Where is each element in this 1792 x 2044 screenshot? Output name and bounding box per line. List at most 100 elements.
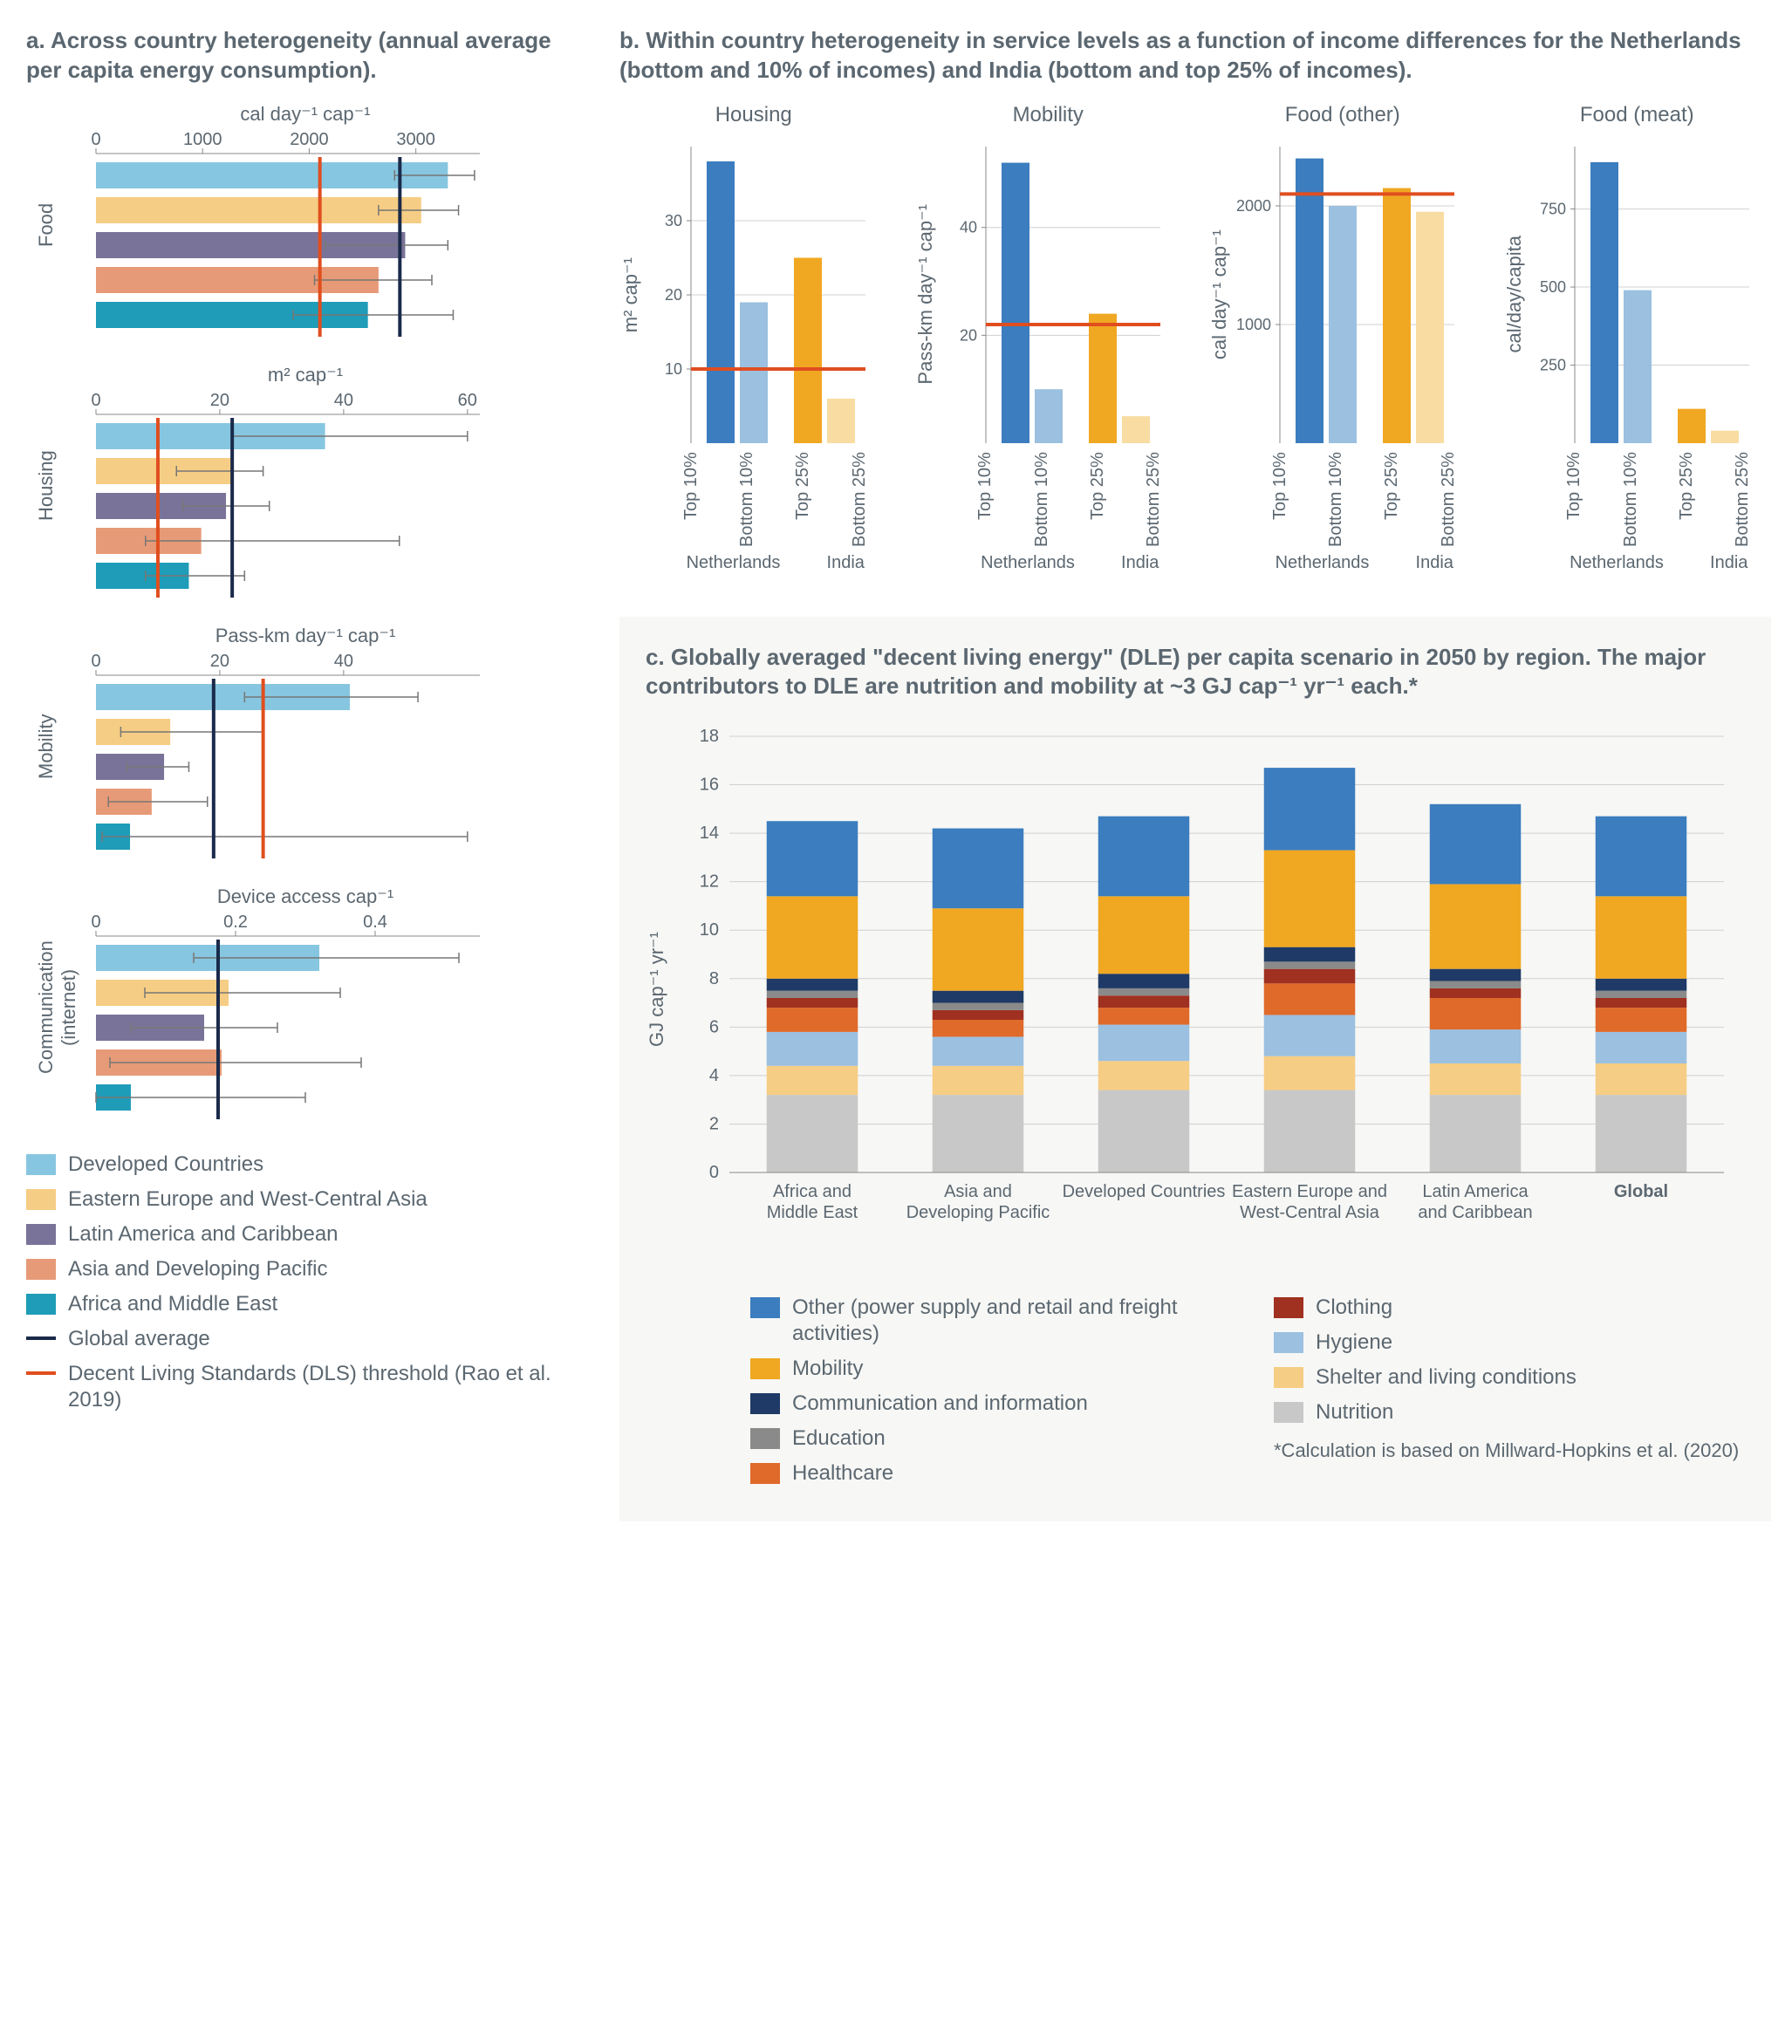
- svg-text:10: 10: [700, 920, 719, 940]
- legend-item: Education: [750, 1425, 1221, 1452]
- legend-swatch: [26, 1154, 56, 1175]
- legend-label: Clothing: [1316, 1295, 1392, 1321]
- stacked-bar-segment: [933, 1066, 1024, 1095]
- legend-label: Latin America and Caribbean: [68, 1221, 339, 1248]
- bar-group-label: Top 10%: [1564, 452, 1584, 548]
- legend-item: Developed Countries: [26, 1152, 585, 1178]
- bar: [1002, 162, 1029, 442]
- bar-group-label: Top 10%: [681, 452, 701, 548]
- panel-b-subplot-title: Housing: [619, 103, 888, 127]
- stacked-bar-segment: [1596, 1095, 1687, 1172]
- panel-b: b. Within country heterogeneity in servi…: [619, 26, 1771, 573]
- legend-swatch: [1274, 1332, 1303, 1353]
- stacked-bar-segment: [933, 1020, 1024, 1036]
- stacked-bar-segment: [767, 1032, 858, 1066]
- category-label: Developed Countries: [1063, 1182, 1226, 1201]
- svg-text:0: 0: [91, 391, 100, 410]
- svg-text:30: 30: [665, 212, 682, 229]
- legend-label: Decent Living Standards (DLS) threshold …: [68, 1361, 585, 1413]
- stacked-bar-segment: [933, 908, 1024, 990]
- category-label: Latin America: [1422, 1182, 1529, 1201]
- country-label: India: [1416, 553, 1453, 573]
- legend-item: Africa and Middle East: [26, 1291, 585, 1317]
- legend-item: Other (power supply and retail and freig…: [750, 1295, 1221, 1347]
- legend-line-swatch: [26, 1371, 56, 1375]
- legend-label: Africa and Middle East: [68, 1291, 277, 1317]
- svg-text:500: 500: [1539, 278, 1565, 296]
- category-label: Africa and: [773, 1182, 852, 1201]
- legend-item: Clothing: [1274, 1295, 1745, 1321]
- svg-text:4: 4: [709, 1066, 719, 1085]
- stacked-bar-segment: [767, 1066, 858, 1095]
- svg-text:8: 8: [709, 969, 719, 988]
- svg-text:20: 20: [959, 326, 976, 344]
- bar: [96, 197, 421, 223]
- legend-item: Asia and Developing Pacific: [26, 1256, 585, 1282]
- svg-text:12: 12: [700, 872, 719, 892]
- panel-b-subplot: MobilityPass-km day⁻¹ cap⁻¹2040Top 10%Bo…: [914, 103, 1183, 573]
- country-label: Netherlands: [1276, 553, 1370, 573]
- legend-label: Mobility: [792, 1356, 863, 1382]
- panel-b-ylabel: cal day⁻¹ cap⁻¹: [1208, 229, 1231, 359]
- panel-a-subplot: Device access cap⁻¹00.20.4Communication …: [26, 885, 585, 1125]
- svg-text:2000: 2000: [1236, 197, 1271, 215]
- panel-b-ylabel: Pass-km day⁻¹ cap⁻¹: [914, 204, 937, 385]
- svg-text:0: 0: [91, 913, 100, 932]
- stacked-bar-segment: [1098, 1025, 1190, 1062]
- legend-swatch: [750, 1297, 780, 1318]
- stacked-bar-segment: [1264, 962, 1356, 969]
- legend-swatch: [1274, 1297, 1303, 1318]
- bar: [1590, 161, 1618, 442]
- stacked-bar-segment: [1596, 1008, 1687, 1032]
- panel-b-chart: 102030: [647, 138, 874, 452]
- stacked-bar-segment: [1098, 1008, 1190, 1024]
- svg-text:750: 750: [1539, 200, 1565, 217]
- stacked-bar-segment: [933, 991, 1024, 1003]
- legend-item: Healthcare: [750, 1460, 1221, 1487]
- stacked-bar-segment: [1098, 995, 1190, 1008]
- legend-label: Asia and Developing Pacific: [68, 1256, 328, 1282]
- bar-group-label: Top 10%: [975, 452, 995, 548]
- legend-label: Global average: [68, 1326, 210, 1352]
- svg-text:and Caribbean: and Caribbean: [1418, 1203, 1532, 1222]
- legend-item: Latin America and Caribbean: [26, 1221, 585, 1248]
- bar: [1035, 389, 1063, 443]
- country-label: India: [827, 553, 865, 573]
- bar-group-label: Bottom 25%: [1144, 452, 1164, 548]
- country-label: Netherlands: [687, 553, 781, 573]
- stacked-bar-segment: [1264, 984, 1356, 1015]
- panel-b-subplot-title: Food (other): [1208, 103, 1477, 127]
- bar-group-label: Bottom 25%: [850, 452, 870, 548]
- category-label: Asia and: [944, 1182, 1012, 1201]
- stacked-bar-segment: [1430, 1063, 1522, 1095]
- stacked-bar-segment: [1596, 1032, 1687, 1063]
- panel-a: a. Across country heterogeneity (annual …: [26, 26, 585, 1521]
- panel-a-subplot: Pass-km day⁻¹ cap⁻¹02040Mobility: [26, 625, 585, 865]
- legend-swatch: [26, 1189, 56, 1210]
- panel-c: c. Globally averaged "decent living ener…: [619, 617, 1771, 1522]
- bar: [1678, 408, 1706, 442]
- stacked-bar-segment: [1430, 998, 1522, 1029]
- legend-label: Nutrition: [1316, 1399, 1393, 1425]
- bar-group-label: Bottom 10%: [1032, 452, 1052, 548]
- panel-b-ylabel: cal/day/capita: [1503, 236, 1526, 353]
- stacked-bar-segment: [767, 998, 858, 1008]
- svg-text:West-Central Asia: West-Central Asia: [1240, 1203, 1380, 1222]
- panel-c-title: c. Globally averaged "decent living ener…: [646, 643, 1745, 702]
- legend-swatch: [750, 1463, 780, 1484]
- bar: [740, 302, 768, 443]
- panel-a-subplot: m² cap⁻¹0204060Housing: [26, 364, 585, 604]
- svg-text:6: 6: [709, 1018, 719, 1037]
- legend-item: Eastern Europe and West-Central Asia: [26, 1186, 585, 1213]
- stacked-bar-segment: [767, 991, 858, 998]
- panel-a-category-label: Communication (internet): [35, 920, 80, 1095]
- stacked-bar-segment: [767, 821, 858, 896]
- legend-item: Decent Living Standards (DLS) threshold …: [26, 1361, 585, 1413]
- panel-b-subplot: Food (meat)cal/day/capita250500750Top 10…: [1503, 103, 1772, 573]
- legend-label: Shelter and living conditions: [1316, 1364, 1577, 1391]
- legend-item: Mobility: [750, 1356, 1221, 1382]
- svg-text:2000: 2000: [290, 130, 329, 149]
- stacked-bar-segment: [1264, 851, 1356, 947]
- panel-b-ylabel: m² cap⁻¹: [619, 257, 642, 332]
- legend-label: Other (power supply and retail and freig…: [792, 1295, 1221, 1347]
